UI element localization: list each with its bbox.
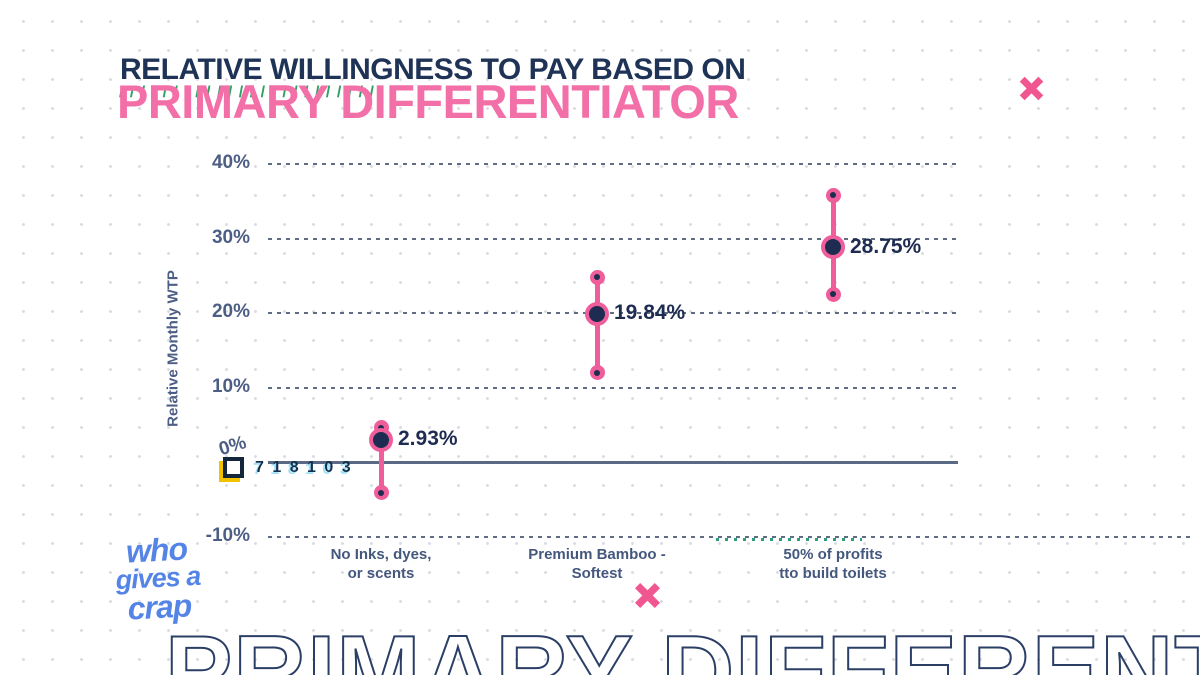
data-point-0 bbox=[368, 427, 393, 452]
whisker-bottom-endpoint-0 bbox=[373, 485, 389, 501]
gridline--10 bbox=[268, 535, 1190, 538]
whisker-top-endpoint-1 bbox=[589, 269, 605, 285]
slide-title-line1: RELATIVE WILLINGNESS TO PAY BASED ON bbox=[120, 53, 746, 86]
whisker-bottom-endpoint-1 bbox=[589, 365, 605, 381]
whisker-0 bbox=[378, 427, 384, 493]
value-label-2: 28.75% bbox=[850, 234, 922, 258]
category-label-2: 50% of profits tto build toilets bbox=[779, 546, 887, 582]
category-label-1: Premium Bamboo - Softest bbox=[528, 546, 666, 582]
gridline-20 bbox=[268, 312, 958, 314]
gridline-40 bbox=[268, 163, 958, 165]
value-label-0: 2.93% bbox=[398, 427, 458, 451]
pink-cross-icon-top bbox=[1016, 73, 1047, 109]
who-gives-a-crap-logo: who gives a crap bbox=[84, 530, 232, 627]
slide-title-line2: PRIMARY DIFFERENTIATOR bbox=[117, 75, 739, 128]
ytick-label--10: -10% bbox=[205, 524, 250, 546]
green-dotted-line-decoration bbox=[716, 538, 862, 541]
data-point-2 bbox=[820, 235, 845, 260]
ytick-label-40: 40% bbox=[211, 152, 250, 173]
data-point-1 bbox=[584, 301, 609, 326]
y-axis-title: Relative Monthly WTP bbox=[164, 270, 182, 427]
counter-digits: 7 1 8 1 0 3 bbox=[255, 458, 353, 476]
watermark-outline-text: PRIMARY DIFFERENTIATOR bbox=[164, 615, 1200, 675]
pink-cross-icon-bottom bbox=[631, 579, 664, 617]
gridline-30 bbox=[268, 237, 958, 240]
category-label-0: No Inks, dyes, or scents bbox=[330, 546, 432, 582]
cross-icon-glyph bbox=[634, 582, 661, 609]
ytick-label-20: 20% bbox=[211, 301, 250, 322]
gridline-10 bbox=[268, 386, 958, 389]
whisker-bottom-endpoint-2 bbox=[825, 286, 841, 302]
frame-counter: 7 1 8 1 0 3 bbox=[223, 457, 353, 478]
value-label-1: 19.84% bbox=[614, 301, 686, 325]
whisker-top-endpoint-2 bbox=[825, 187, 841, 203]
green-hatch-decoration: / / / / / / / / / / / / / / / / / / / / … bbox=[119, 84, 375, 101]
gridline-0 bbox=[268, 461, 958, 464]
ytick-label-30: 30% bbox=[211, 226, 250, 248]
ytick-label-10: 10% bbox=[211, 375, 250, 397]
cross-icon-glyph bbox=[1019, 76, 1044, 101]
square-outline-icon bbox=[223, 457, 244, 478]
